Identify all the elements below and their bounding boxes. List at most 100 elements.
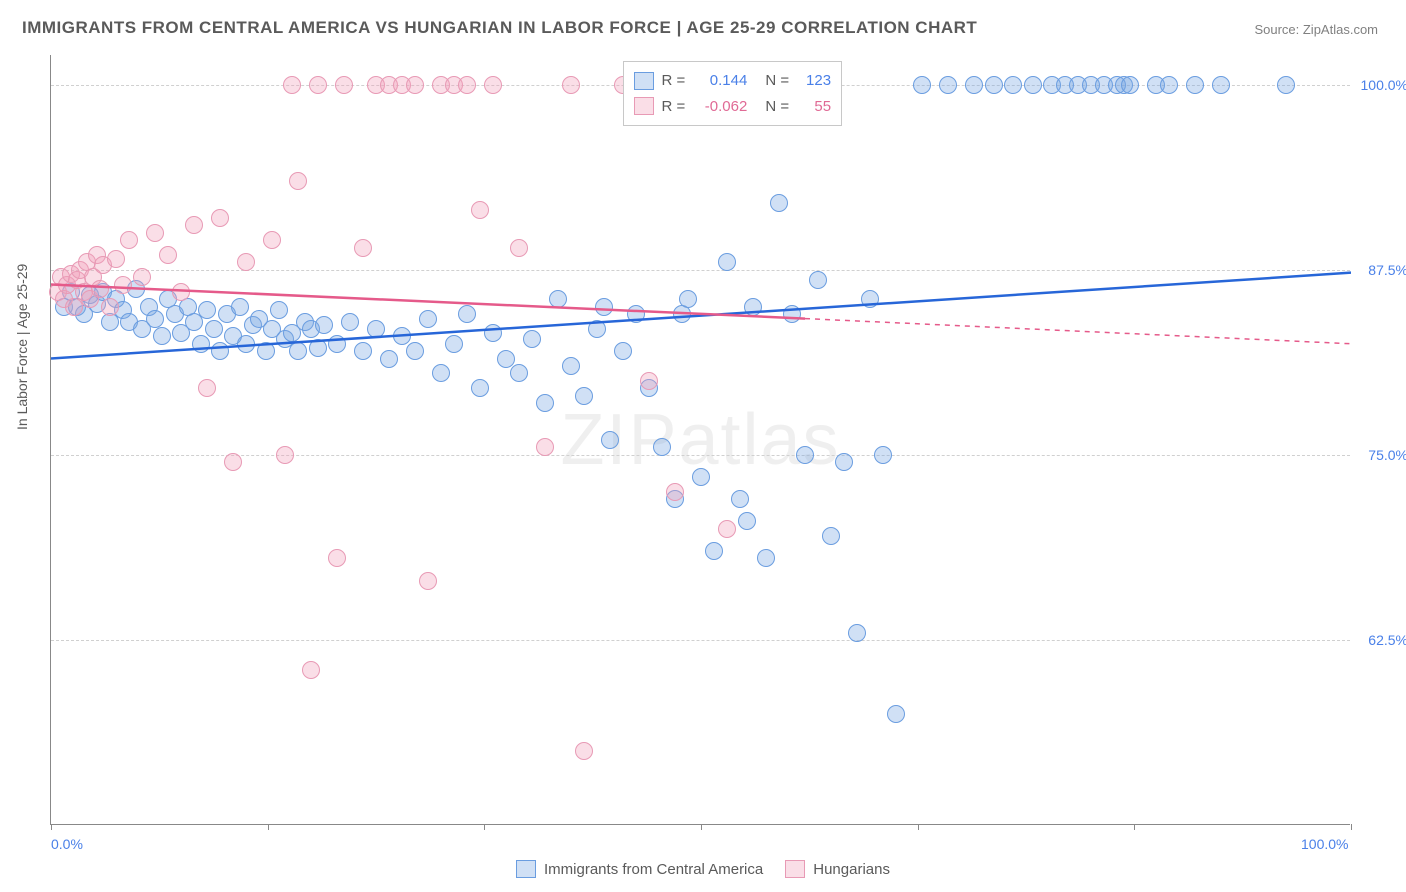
data-point: [91, 280, 109, 298]
data-point: [666, 483, 684, 501]
legend-label-blue: Immigrants from Central America: [544, 861, 763, 878]
data-point: [198, 301, 216, 319]
data-point: [328, 335, 346, 353]
gridline-h: [51, 455, 1350, 456]
data-point: [614, 342, 632, 360]
data-point: [445, 335, 463, 353]
data-point: [705, 542, 723, 560]
gridline-h: [51, 640, 1350, 641]
x-tick-mark: [1134, 824, 1135, 830]
data-point: [484, 76, 502, 94]
data-point: [510, 239, 528, 257]
data-point: [653, 438, 671, 456]
r-label: R =: [662, 94, 686, 120]
data-point: [309, 76, 327, 94]
data-point: [114, 276, 132, 294]
data-point: [276, 446, 294, 464]
data-point: [939, 76, 957, 94]
chart-title: IMMIGRANTS FROM CENTRAL AMERICA VS HUNGA…: [22, 18, 977, 38]
data-point: [367, 320, 385, 338]
data-point: [257, 342, 275, 360]
data-point: [146, 224, 164, 242]
data-point: [913, 76, 931, 94]
data-point: [328, 549, 346, 567]
data-point: [835, 453, 853, 471]
data-point: [419, 572, 437, 590]
data-point: [1121, 76, 1139, 94]
x-tick-mark: [51, 824, 52, 830]
data-point: [523, 330, 541, 348]
correlation-legend: R =0.144N =123R =-0.062N =55: [623, 61, 843, 126]
data-point: [536, 438, 554, 456]
bottom-legend: Immigrants from Central America Hungaria…: [0, 860, 1406, 878]
data-point: [692, 468, 710, 486]
data-point: [458, 76, 476, 94]
legend-row: R =-0.062N =55: [634, 94, 832, 120]
data-point: [718, 253, 736, 271]
data-point: [861, 290, 879, 308]
n-value: 123: [797, 68, 831, 94]
data-point: [101, 298, 119, 316]
legend-item-blue: Immigrants from Central America: [516, 860, 763, 878]
n-value: 55: [797, 94, 831, 120]
data-point: [679, 290, 697, 308]
data-point: [575, 742, 593, 760]
data-point: [231, 298, 249, 316]
data-point: [224, 453, 242, 471]
data-point: [354, 342, 372, 360]
data-point: [874, 446, 892, 464]
data-point: [588, 320, 606, 338]
data-point: [549, 290, 567, 308]
data-point: [809, 271, 827, 289]
data-point: [601, 431, 619, 449]
trend-lines: [51, 55, 1351, 825]
n-label: N =: [765, 68, 789, 94]
data-point: [309, 339, 327, 357]
legend-swatch-blue: [516, 860, 536, 878]
data-point: [1160, 76, 1178, 94]
data-point: [796, 446, 814, 464]
data-point: [562, 357, 580, 375]
data-point: [192, 335, 210, 353]
data-point: [1212, 76, 1230, 94]
x-tick-mark: [701, 824, 702, 830]
data-point: [419, 310, 437, 328]
data-point: [848, 624, 866, 642]
data-point: [211, 342, 229, 360]
y-axis-label: In Labor Force | Age 25-29: [14, 264, 30, 430]
x-tick-mark: [484, 824, 485, 830]
x-tick-mark: [1351, 824, 1352, 830]
source-label: Source: ZipAtlas.com: [1254, 22, 1378, 37]
data-point: [783, 305, 801, 323]
data-point: [595, 298, 613, 316]
data-point: [341, 313, 359, 331]
data-point: [822, 527, 840, 545]
data-point: [211, 209, 229, 227]
data-point: [153, 327, 171, 345]
data-point: [237, 335, 255, 353]
data-point: [731, 490, 749, 508]
data-point: [120, 231, 138, 249]
data-point: [770, 194, 788, 212]
data-point: [1277, 76, 1295, 94]
data-point: [627, 305, 645, 323]
x-tick-label: 0.0%: [51, 836, 83, 852]
data-point: [159, 246, 177, 264]
data-point: [471, 379, 489, 397]
data-point: [335, 76, 353, 94]
r-value: -0.062: [693, 94, 747, 120]
data-point: [380, 350, 398, 368]
data-point: [406, 342, 424, 360]
r-label: R =: [662, 68, 686, 94]
data-point: [270, 301, 288, 319]
data-point: [283, 76, 301, 94]
data-point: [185, 216, 203, 234]
data-point: [133, 268, 151, 286]
data-point: [107, 250, 125, 268]
data-point: [289, 172, 307, 190]
data-point: [1024, 76, 1042, 94]
plot-area: ZIPatlas 62.5%75.0%87.5%100.0%0.0%100.0%…: [50, 55, 1350, 825]
data-point: [640, 372, 658, 390]
legend-swatch: [634, 72, 654, 90]
data-point: [146, 310, 164, 328]
